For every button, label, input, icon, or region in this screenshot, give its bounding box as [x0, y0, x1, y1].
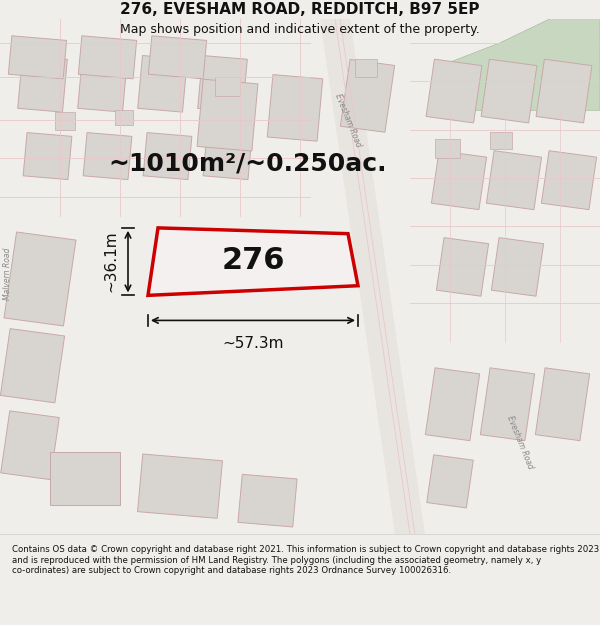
Bar: [491, 238, 544, 296]
Bar: [427, 455, 473, 508]
Bar: [535, 368, 590, 441]
Text: Contains OS data © Crown copyright and database right 2021. This information is : Contains OS data © Crown copyright and d…: [12, 545, 599, 575]
Bar: [137, 454, 223, 518]
Bar: [215, 77, 240, 96]
Polygon shape: [148, 228, 358, 296]
Bar: [143, 132, 192, 179]
Bar: [148, 36, 206, 79]
Polygon shape: [320, 19, 425, 534]
Bar: [481, 59, 537, 123]
Text: Evesham Road: Evesham Road: [333, 92, 363, 148]
Bar: [536, 59, 592, 123]
Bar: [267, 74, 323, 141]
Text: 276, EVESHAM ROAD, REDDITCH, B97 5EP: 276, EVESHAM ROAD, REDDITCH, B97 5EP: [120, 2, 480, 17]
Text: ~36.1m: ~36.1m: [103, 231, 118, 292]
Text: Malvern Road: Malvern Road: [4, 248, 13, 301]
Bar: [340, 59, 395, 132]
Bar: [425, 368, 479, 441]
Bar: [1, 329, 65, 402]
Bar: [115, 110, 133, 125]
Bar: [238, 474, 297, 527]
Bar: [8, 36, 67, 79]
Text: Evesham Road: Evesham Road: [505, 415, 535, 471]
Bar: [1, 411, 59, 479]
Bar: [435, 139, 460, 159]
Bar: [4, 232, 76, 326]
Polygon shape: [450, 19, 600, 110]
Bar: [426, 59, 482, 123]
Bar: [77, 56, 127, 112]
Bar: [83, 132, 132, 179]
Bar: [79, 36, 137, 79]
Bar: [55, 112, 75, 129]
Bar: [137, 56, 187, 112]
Bar: [436, 238, 488, 296]
Bar: [355, 59, 377, 77]
Bar: [481, 368, 535, 441]
Bar: [23, 132, 72, 179]
Bar: [490, 131, 512, 149]
Bar: [203, 132, 252, 179]
Bar: [487, 151, 542, 209]
Bar: [431, 151, 487, 209]
Text: 276: 276: [221, 246, 285, 275]
Text: ~57.3m: ~57.3m: [222, 336, 284, 351]
Bar: [17, 56, 67, 112]
Bar: [197, 56, 247, 112]
Bar: [197, 79, 258, 151]
Bar: [541, 151, 596, 209]
Bar: [50, 452, 120, 506]
Text: Map shows position and indicative extent of the property.: Map shows position and indicative extent…: [120, 24, 480, 36]
Text: ~1010m²/~0.250ac.: ~1010m²/~0.250ac.: [109, 151, 387, 176]
